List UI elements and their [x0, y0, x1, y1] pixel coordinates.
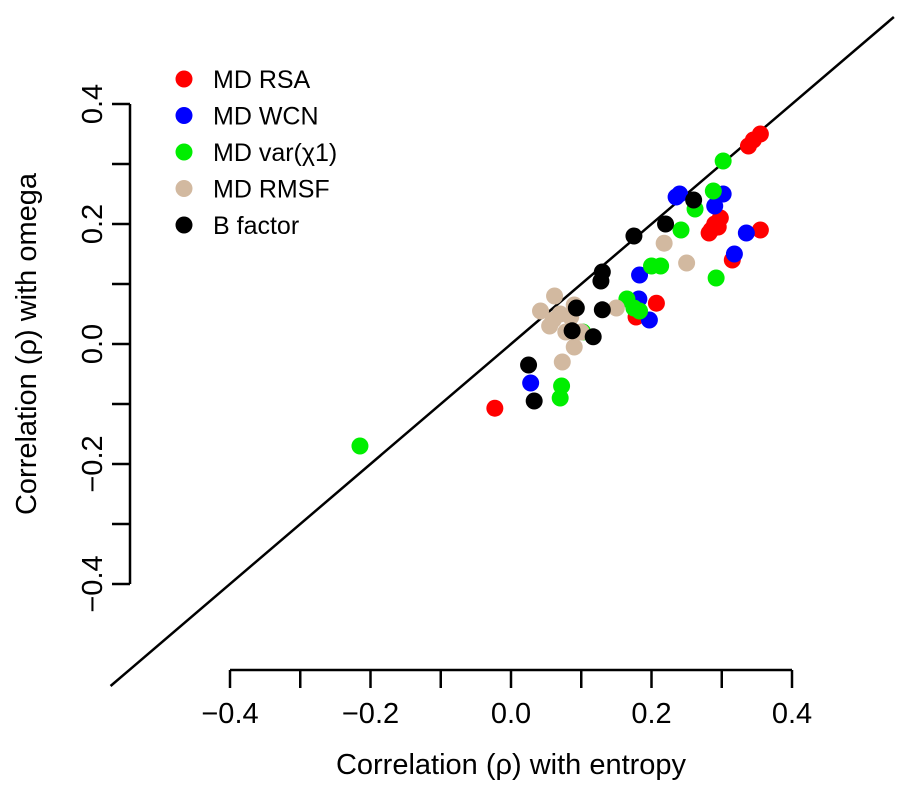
x-tick-label: 0.2 [631, 698, 671, 730]
data-points-layer [351, 125, 769, 455]
legend-label: MD RMSF [213, 176, 330, 204]
data-point [593, 301, 611, 319]
data-point [351, 437, 369, 455]
y-tick-label: −0.4 [77, 555, 109, 612]
data-point [584, 328, 602, 346]
data-point [725, 245, 743, 263]
data-point [737, 224, 755, 242]
y-tick-label: −0.2 [77, 435, 109, 492]
data-point [704, 182, 722, 200]
legend-label: MD var(χ1) [213, 139, 337, 167]
data-point [667, 188, 685, 206]
legend-label: MD RSA [213, 66, 311, 94]
data-point [532, 302, 550, 320]
y-tick-label: 0.4 [77, 84, 109, 124]
data-point [631, 266, 649, 284]
data-point [647, 294, 665, 312]
x-tick-label: −0.2 [342, 698, 399, 730]
legend-marker [175, 180, 193, 197]
data-point [672, 221, 690, 239]
data-point [544, 311, 562, 329]
data-point [553, 353, 571, 371]
legend: MD RSA MD WCN MD var(χ1) MD RMSF B factor [175, 66, 337, 240]
x-tick-label: −0.4 [201, 698, 258, 730]
data-point [709, 218, 727, 236]
x-tick-label: 0.4 [772, 698, 812, 730]
data-point [714, 152, 732, 170]
data-point [643, 257, 660, 275]
data-point [563, 322, 581, 340]
data-point [567, 299, 585, 317]
data-point [486, 399, 504, 417]
data-point [655, 234, 673, 252]
legend-label: MD WCN [213, 103, 319, 131]
x-axis-title: Correlation (ρ) with entropy [336, 749, 687, 781]
data-point [607, 299, 625, 317]
legend-marker [175, 216, 193, 234]
data-point [751, 221, 769, 239]
y-axis-title: Correlation (ρ) with omega [11, 172, 43, 515]
data-point [565, 338, 583, 356]
data-point [551, 389, 569, 407]
data-point [592, 272, 610, 290]
data-point [625, 227, 643, 245]
data-point [706, 197, 724, 215]
data-point [657, 215, 675, 233]
data-point [685, 191, 703, 209]
data-point [522, 374, 540, 392]
data-point [631, 302, 649, 320]
axes-layer: −0.4 −0.2 0.0 0.2 0.4 −0.4 −0.2 0.0 0.2 0.4 [77, 84, 812, 730]
data-point [525, 392, 543, 410]
y-tick-label: 0.2 [77, 204, 109, 244]
y-tick-label: 0.0 [77, 324, 109, 364]
data-point [520, 356, 538, 374]
legend-marker [175, 107, 193, 124]
x-tick-label: 0.0 [491, 698, 531, 730]
data-point [678, 254, 696, 272]
legend-label: B factor [213, 212, 299, 240]
data-point [546, 287, 564, 305]
legend-marker [175, 143, 193, 161]
data-point [707, 269, 725, 287]
legend-marker [175, 70, 193, 88]
data-point [739, 137, 757, 155]
